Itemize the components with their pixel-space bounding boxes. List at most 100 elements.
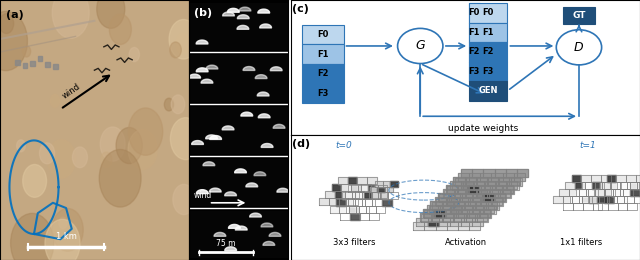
Text: 3x3 filters: 3x3 filters (333, 238, 375, 247)
Polygon shape (499, 189, 509, 197)
Polygon shape (607, 196, 617, 203)
Polygon shape (464, 201, 475, 209)
Polygon shape (458, 222, 469, 230)
Polygon shape (362, 192, 371, 199)
Polygon shape (500, 190, 511, 198)
FancyBboxPatch shape (469, 23, 479, 42)
Polygon shape (436, 222, 447, 230)
Polygon shape (463, 182, 474, 190)
Polygon shape (461, 181, 472, 189)
Polygon shape (627, 203, 637, 210)
Polygon shape (586, 189, 595, 196)
Polygon shape (440, 194, 451, 202)
Polygon shape (376, 206, 385, 213)
Polygon shape (630, 182, 639, 188)
Circle shape (556, 30, 602, 65)
Polygon shape (506, 181, 517, 189)
Circle shape (22, 46, 31, 57)
Text: (b): (b) (194, 8, 212, 18)
Polygon shape (572, 175, 581, 182)
Polygon shape (465, 202, 476, 210)
Polygon shape (468, 210, 480, 218)
Polygon shape (378, 192, 388, 199)
Polygon shape (475, 201, 486, 209)
Bar (30, 61, 35, 66)
Polygon shape (598, 196, 607, 203)
Polygon shape (593, 203, 602, 210)
Polygon shape (466, 178, 477, 186)
Polygon shape (428, 205, 438, 213)
Text: G: G (415, 40, 425, 53)
Polygon shape (451, 206, 462, 214)
Circle shape (116, 127, 142, 164)
Polygon shape (626, 175, 636, 182)
Polygon shape (460, 193, 472, 201)
Polygon shape (385, 187, 393, 192)
FancyBboxPatch shape (469, 3, 508, 23)
Polygon shape (479, 185, 490, 193)
Polygon shape (591, 175, 601, 182)
Polygon shape (446, 197, 457, 205)
Polygon shape (449, 193, 460, 201)
Polygon shape (487, 177, 498, 185)
Circle shape (129, 108, 163, 155)
Text: 75 m: 75 m (216, 239, 236, 248)
Text: GT: GT (572, 11, 586, 20)
Polygon shape (611, 182, 621, 189)
Polygon shape (435, 197, 446, 205)
Polygon shape (424, 222, 436, 230)
Polygon shape (495, 194, 506, 202)
Polygon shape (372, 192, 380, 198)
Bar (189, 55, 288, 101)
Circle shape (22, 165, 47, 197)
Circle shape (171, 95, 185, 114)
Polygon shape (352, 192, 362, 199)
Polygon shape (559, 188, 569, 196)
Polygon shape (413, 222, 424, 230)
Bar (45, 62, 50, 67)
Text: Activation: Activation (445, 238, 486, 247)
Polygon shape (476, 213, 486, 221)
Polygon shape (491, 197, 502, 205)
Polygon shape (382, 199, 392, 206)
Polygon shape (341, 184, 351, 191)
Polygon shape (614, 188, 623, 196)
Polygon shape (494, 193, 505, 201)
Polygon shape (592, 182, 602, 189)
Polygon shape (330, 206, 339, 213)
Text: t=0: t=0 (335, 141, 352, 150)
Polygon shape (452, 201, 464, 209)
Polygon shape (473, 194, 484, 202)
Polygon shape (458, 173, 469, 181)
FancyBboxPatch shape (301, 64, 344, 83)
Polygon shape (604, 196, 614, 203)
Polygon shape (576, 189, 586, 196)
Polygon shape (582, 182, 592, 189)
Polygon shape (599, 196, 609, 203)
Polygon shape (477, 214, 488, 222)
Polygon shape (417, 218, 428, 226)
Polygon shape (605, 189, 615, 196)
Text: t=1: t=1 (579, 141, 596, 150)
Polygon shape (598, 203, 608, 210)
Polygon shape (434, 209, 445, 217)
Polygon shape (336, 199, 346, 206)
Polygon shape (468, 185, 479, 193)
Polygon shape (608, 203, 618, 210)
Polygon shape (355, 191, 364, 198)
Polygon shape (496, 182, 508, 190)
Polygon shape (380, 192, 387, 198)
Polygon shape (479, 197, 491, 205)
Circle shape (99, 150, 141, 207)
Polygon shape (617, 182, 627, 189)
FancyBboxPatch shape (469, 3, 479, 23)
Polygon shape (378, 185, 387, 192)
Polygon shape (469, 222, 480, 230)
Bar (189, 107, 288, 153)
Polygon shape (367, 177, 377, 184)
Polygon shape (616, 175, 626, 182)
Circle shape (72, 147, 88, 168)
Polygon shape (611, 189, 620, 196)
Circle shape (170, 42, 181, 58)
Polygon shape (490, 185, 502, 193)
